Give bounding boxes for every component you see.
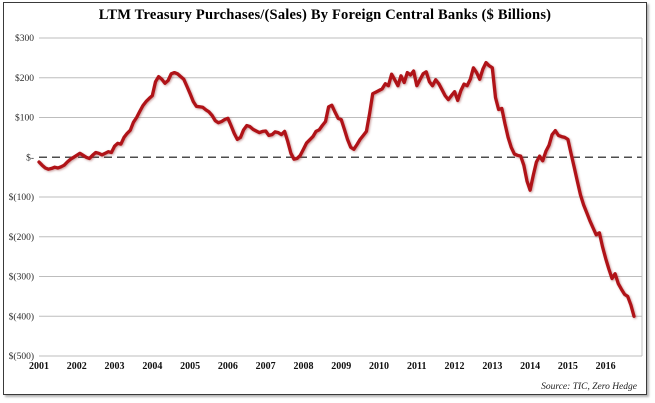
- x-axis-label: 2011: [407, 361, 426, 372]
- y-axis-label: $(500): [9, 351, 34, 362]
- chart-title: LTM Treasury Purchases/(Sales) By Foreig…: [98, 7, 552, 23]
- x-axis-label: 2010: [369, 361, 389, 372]
- x-axis-label: 2013: [482, 361, 502, 372]
- y-axis-label: $(300): [9, 272, 34, 283]
- y-axis-label: $(400): [9, 311, 34, 322]
- x-axis-label: 2005: [180, 361, 200, 372]
- treasury-purchases-line: [37, 60, 636, 318]
- x-axis-label: 2007: [256, 361, 276, 372]
- chart-canvas: $300 $200 $100 $- $(100) $(200) $(300) $(400) $(…: [9, 33, 643, 372]
- x-axis-label: 2001: [29, 361, 49, 372]
- x-axis-label: 2009: [331, 361, 351, 372]
- x-axis-label: 2008: [293, 361, 313, 372]
- x-axis-label: 2016: [596, 361, 616, 372]
- y-axis-label: $-: [26, 152, 34, 163]
- x-axis-label: 2003: [105, 361, 125, 372]
- y-axis-label: $200: [15, 73, 34, 84]
- chart-frame: LTM Treasury Purchases/(Sales) By Foreig…: [3, 2, 647, 395]
- x-axis-label: 2015: [558, 361, 578, 372]
- y-axis-label: $300: [15, 33, 34, 44]
- x-axis-label: 2012: [445, 361, 465, 372]
- y-axis-label: $(200): [9, 232, 34, 243]
- x-axis-label: 2004: [142, 361, 162, 372]
- x-axis-label: 2002: [67, 361, 87, 372]
- source-note: Source: TIC, Zero Hedge: [541, 382, 637, 392]
- x-axis-label: 2006: [218, 361, 238, 372]
- y-axis-label: $(100): [9, 192, 34, 203]
- y-axis-label: $100: [15, 113, 34, 124]
- x-axis-label: 2014: [520, 361, 540, 372]
